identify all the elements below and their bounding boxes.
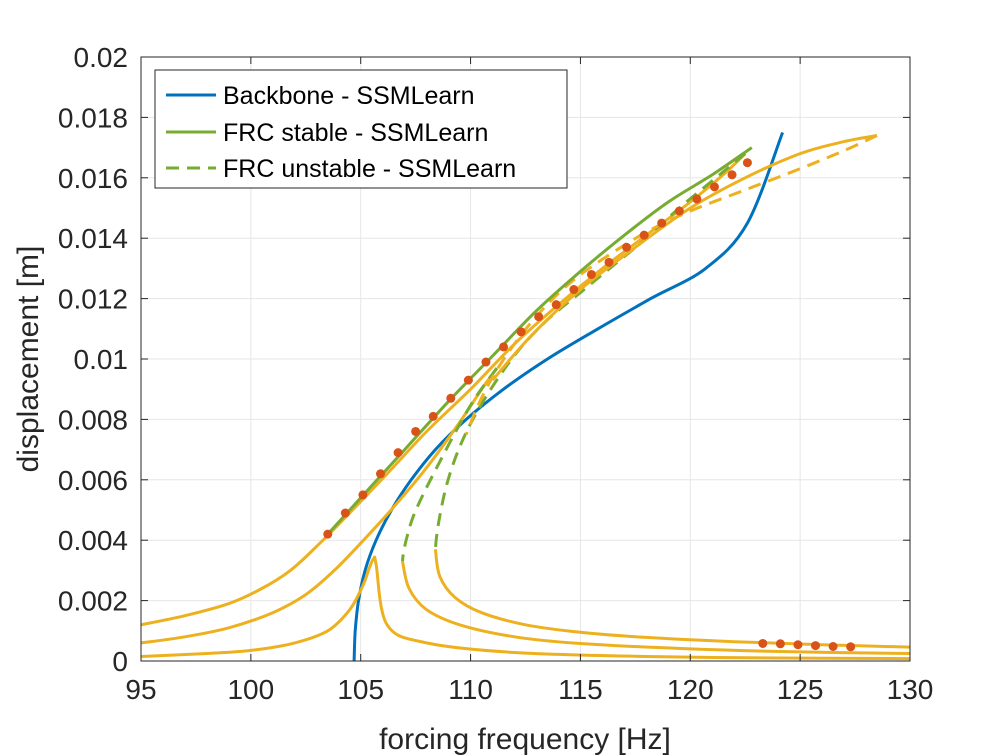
data-point-marker <box>499 342 509 352</box>
markers <box>323 158 856 652</box>
data-point-marker <box>340 508 350 518</box>
data-point-marker <box>358 490 368 500</box>
legend-box <box>154 69 568 189</box>
data-point-marker <box>639 230 649 240</box>
data-point-marker <box>586 269 596 279</box>
data-point-marker <box>811 641 821 651</box>
x-axis-label: forcing frequency [Hz] <box>379 723 671 756</box>
x-tick-label: 110 <box>448 674 493 705</box>
data-point-marker <box>428 411 438 421</box>
data-point-marker <box>742 158 752 168</box>
data-point-marker <box>569 285 579 295</box>
data-point-marker <box>709 182 719 192</box>
series-line-10 <box>326 146 753 536</box>
data-point-marker <box>692 194 702 204</box>
series-line-1 <box>140 555 911 661</box>
series-line-9 <box>464 134 878 436</box>
x-tick-label: 125 <box>777 674 824 705</box>
y-tick-labels: 0 0.002 0.004 0.006 0.008 0.01 0.012 0.014 0.016… <box>58 42 128 677</box>
axis-ticks <box>140 56 911 662</box>
legend-label-backbone: Backbone - SSMLearn <box>223 82 475 110</box>
legend: Backbone - SSMLearn FRC stable - SSMLear… <box>154 69 568 189</box>
y-tick-label: 0.01 <box>74 344 129 375</box>
data-point-marker <box>393 448 403 458</box>
data-point-marker <box>534 312 544 322</box>
data-point-marker <box>657 218 667 228</box>
data-point-marker <box>551 300 561 310</box>
x-tick-label: 130 <box>887 674 934 705</box>
y-tick-label: 0.014 <box>58 223 128 254</box>
y-tick-label: 0 <box>112 646 128 677</box>
y-tick-label: 0.016 <box>58 163 128 194</box>
legend-label-frc-stable: FRC stable - SSMLearn <box>223 119 488 147</box>
y-tick-label: 0.012 <box>58 284 128 315</box>
series-line-3 <box>401 367 499 562</box>
data-point-marker <box>775 639 785 649</box>
data-point-marker <box>622 242 632 252</box>
y-tick-label: 0.02 <box>74 42 129 73</box>
series-line-2 <box>140 367 499 645</box>
x-tick-label: 120 <box>667 674 714 705</box>
data-point-marker <box>793 640 803 650</box>
data-point-marker <box>516 327 526 337</box>
y-tick-label: 0.002 <box>58 586 128 617</box>
data-point-marker <box>758 638 768 648</box>
x-tick-label: 95 <box>125 674 156 705</box>
x-tick-label: 105 <box>337 674 384 705</box>
data-point-marker <box>481 357 491 367</box>
data-point-marker <box>411 426 421 436</box>
y-tick-label: 0.008 <box>58 404 128 435</box>
x-tick-label: 115 <box>558 674 603 705</box>
y-tick-label: 0.006 <box>58 465 128 496</box>
legend-label-frc-unstable: FRC unstable - SSMLearn <box>223 155 516 183</box>
y-axis-label: displacement [m] <box>12 246 45 473</box>
data-point-marker <box>674 206 684 216</box>
curves <box>140 131 911 662</box>
data-point-marker <box>846 642 856 652</box>
y-tick-label: 0.004 <box>58 525 128 556</box>
series-line-4 <box>401 560 911 655</box>
data-point-marker <box>446 393 456 403</box>
data-point-marker <box>604 257 614 267</box>
data-point-marker <box>727 170 737 180</box>
x-tick-label: 100 <box>227 674 274 705</box>
series-line-8 <box>491 134 878 382</box>
data-point-marker <box>828 642 838 652</box>
data-point-marker <box>463 375 473 385</box>
data-point-marker <box>375 469 385 479</box>
y-tick-label: 0.018 <box>58 102 128 133</box>
data-point-marker <box>323 529 333 539</box>
x-tick-labels: 95 100 105 110 115 120 125 130 <box>125 674 933 705</box>
